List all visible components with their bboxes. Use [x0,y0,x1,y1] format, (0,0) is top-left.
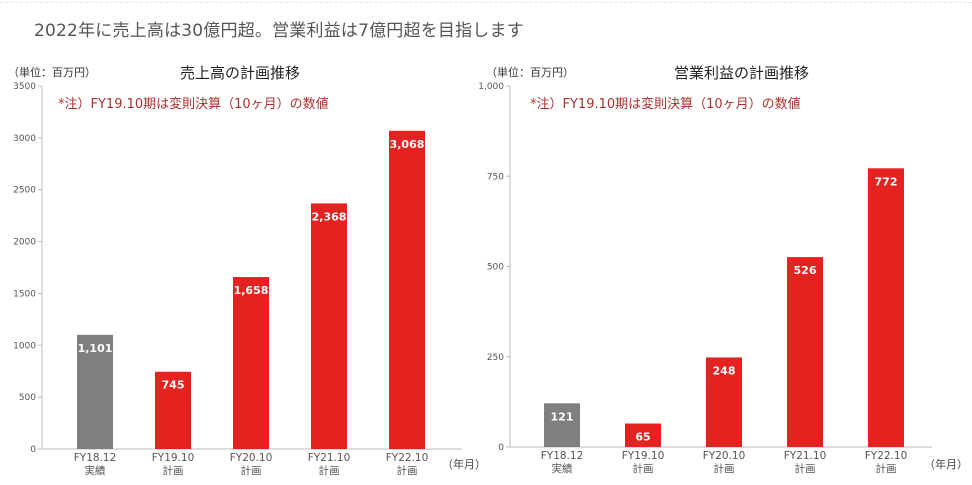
sales-chart-title: 売上高の計画推移 [180,64,301,82]
profit-y-tick-label: 250 [487,353,504,363]
sales-y-tick-label: 0 [30,445,36,455]
sales-category-label: FY20.10 [230,452,273,464]
profit-bar-value-label: 121 [551,410,574,423]
sales-y-tick-label: 1500 [13,289,36,299]
profit-bar-value-label: 526 [794,264,817,277]
profit-bar-fy20-10 [706,357,742,447]
sales-chart-plot: 0 500 1000 1500 2000 2500 3000 3500 1,101 FY18.12… [13,82,462,477]
profit-chart-title: 営業利益の計画推移 [674,64,810,82]
sales-bar-value-label: 745 [162,379,185,392]
profit-category-label: FY22.10 [865,450,908,462]
top-divider [0,2,972,3]
sales-bar-fy19-10 [155,371,191,449]
sales-y-tick-label: 3000 [13,134,36,144]
profit-bar-fy19-10 [625,423,661,447]
profit-bar-fy22-10 [868,168,904,448]
sales-bar-value-label: 1,658 [234,284,269,297]
sales-y-tick-label: 2500 [13,186,36,196]
profit-category-label: FY19.10 [622,450,665,462]
profit-category-sublabel: 実績 [552,462,573,475]
profit-category-label: FY21.10 [784,450,827,462]
sales-category-sublabel: 計画 [163,464,184,477]
sales-bar-fy18-12 [77,334,113,449]
profit-unit-label: （単位：百万円） [486,66,574,79]
profit-bar-fy21-10 [787,257,823,447]
profit-category-sublabel: 計画 [714,462,735,475]
sales-category-sublabel: 実績 [85,464,106,477]
sales-y-tick-label: 1000 [13,341,36,351]
profit-y-tick-label: 500 [487,263,504,273]
page-headline: 2022年に売上高は30億円超。営業利益は7億円超を目指します [34,21,524,41]
profit-chart-note: *注）FY19.10期は変則決算（10ヶ月）の数値 [530,97,801,112]
profit-category-sublabel: 計画 [795,462,816,475]
sales-chart-note: *注）FY19.10期は変則決算（10ヶ月）の数値 [58,97,329,112]
profit-bar-fy18-12 [544,403,580,447]
profit-category-label: FY18.12 [541,450,584,462]
sales-bar-value-label: 1,101 [78,342,113,355]
profit-y-tick-label: 1,000 [478,82,504,92]
profit-y-tick-label: 0 [498,443,504,453]
profit-bar-value-label: 248 [713,364,736,377]
sales-bar-fy22-10 [389,130,425,449]
profit-x-unit-label: （年月） [924,458,968,471]
sales-bar-fy21-10 [311,203,347,449]
sales-bar-fy20-10 [233,277,269,449]
profit-chart-plot: 02505007501,000121FY18.12実績65FY19.10計画24… [478,82,932,475]
sales-bar-value-label: 3,068 [390,138,425,151]
profit-bar-value-label: 772 [875,175,898,188]
sales-y-tick-label: 500 [19,393,36,403]
sales-category-label: FY19.10 [152,452,195,464]
sales-unit-label: （単位：百万円） [8,66,96,79]
profit-y-tick-label: 750 [487,172,504,182]
operating-profit-chart: （単位：百万円） 営業利益の計画推移 *注）FY19.10期は変則決算（10ヶ月… [478,0,972,485]
profit-category-sublabel: 計画 [876,462,897,475]
sales-category-sublabel: 計画 [397,464,418,477]
sales-chart: （単位：百万円） 売上高の計画推移 *注）FY19.10期は変則決算（10ヶ月）… [8,64,486,477]
sales-y-tick-label: 3500 [13,82,36,92]
sales-category-label: FY21.10 [308,452,351,464]
sales-category-label: FY18.12 [74,452,117,464]
profit-category-sublabel: 計画 [633,462,654,475]
sales-category-sublabel: 計画 [241,464,262,477]
sales-x-unit-label: （年月） [442,458,486,471]
sales-bar-value-label: 2,368 [312,210,347,223]
sales-y-tick-label: 2000 [13,238,36,248]
profit-category-label: FY20.10 [703,450,746,462]
profit-bar-value-label: 65 [635,431,650,444]
sales-category-label: FY22.10 [386,452,429,464]
sales-category-sublabel: 計画 [319,464,340,477]
